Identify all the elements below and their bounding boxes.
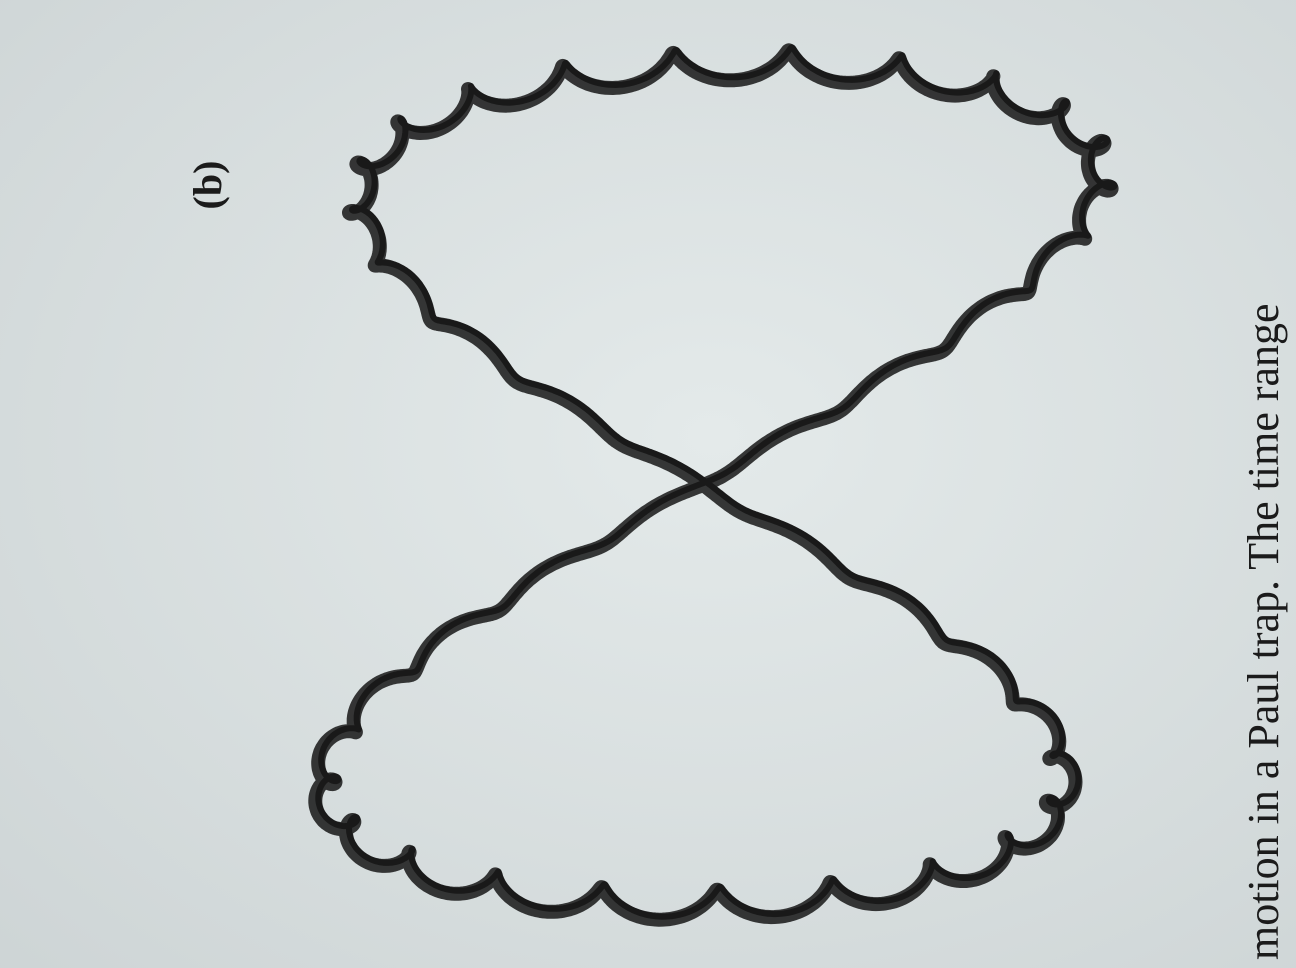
figure-label: (b) xyxy=(185,161,230,210)
trajectory-stroke xyxy=(315,44,1118,920)
trajectory xyxy=(308,43,1119,927)
caption: motion in a Paul trap. The time range xyxy=(1239,303,1288,960)
